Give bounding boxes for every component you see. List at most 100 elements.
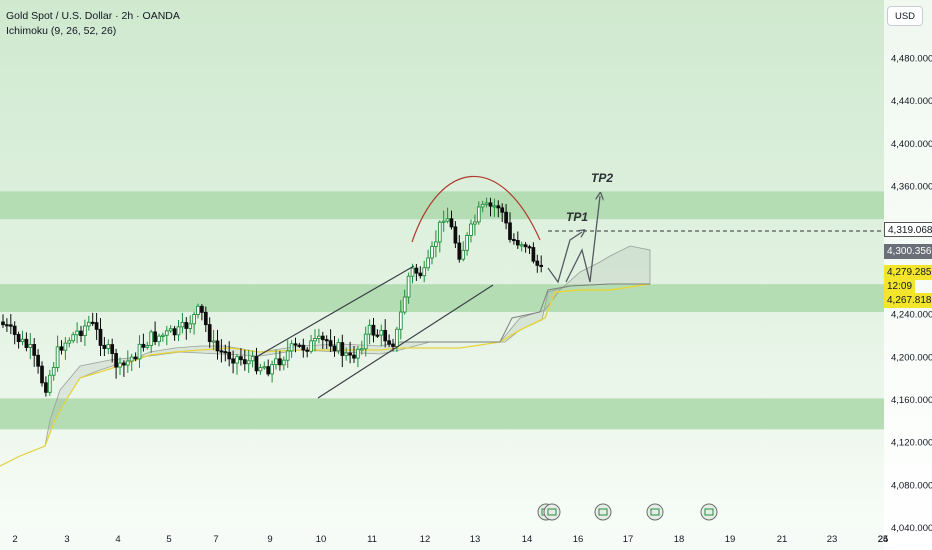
calendar-event-icon[interactable]	[594, 503, 612, 521]
calendar-event-icon[interactable]	[646, 503, 664, 521]
candle-body	[496, 205, 501, 209]
indicator-legend[interactable]: Ichimoku (9, 26, 52, 26)	[6, 25, 117, 37]
candle-body	[500, 207, 505, 213]
candle-body	[145, 345, 150, 348]
price-zone[interactable]	[0, 284, 884, 312]
candle-body	[122, 362, 126, 366]
cloud-price-label: 4,300.356	[884, 244, 932, 259]
candle-body	[106, 344, 111, 349]
candle-body	[153, 331, 157, 343]
candle-body	[114, 353, 118, 368]
tp1-arrow[interactable]	[547, 232, 582, 284]
candle-body	[86, 321, 91, 327]
time-tick-label: 5	[166, 534, 171, 545]
candle-body	[250, 356, 255, 362]
price-tick-label: 4,160.000	[891, 395, 932, 406]
candle-body	[348, 352, 352, 356]
candle-body	[180, 322, 185, 328]
candle-body	[125, 360, 130, 366]
candle-body	[200, 305, 204, 313]
last-price-label: 4,279.285	[884, 265, 932, 280]
time-tick-label: 3	[64, 534, 69, 545]
candle-body	[363, 333, 368, 350]
candle-body	[67, 340, 72, 344]
candle-body	[332, 345, 337, 352]
time-axis[interactable]	[0, 528, 884, 550]
candle-body	[118, 362, 122, 368]
candle-body	[414, 267, 419, 274]
candle-body	[324, 339, 329, 342]
price-zone[interactable]	[0, 398, 884, 430]
candle-body	[391, 343, 395, 347]
currency-button[interactable]: USD	[887, 6, 923, 26]
candle-body	[235, 356, 239, 364]
candle-body	[137, 343, 142, 360]
symbol-legend[interactable]: Gold Spot / U.S. Dollar · 2h · OANDA	[6, 10, 180, 22]
tp2-label: TP2	[591, 171, 613, 185]
candle-body	[207, 324, 212, 343]
candle-body	[449, 218, 454, 228]
candle-body	[211, 340, 216, 343]
candle-body	[110, 344, 115, 354]
candle-body	[196, 305, 200, 315]
time-tick-label: 4	[115, 534, 120, 545]
candle-body	[59, 346, 64, 351]
price-tick-label: 4,080.000	[891, 480, 932, 491]
channel-lower-line[interactable]	[317, 284, 494, 399]
price-tick-label: 4,240.000	[891, 310, 932, 321]
candle-body	[274, 358, 278, 366]
candle-body	[176, 326, 181, 336]
candle-body	[437, 221, 442, 243]
price-zone[interactable]	[0, 191, 884, 220]
rounded-top-arc[interactable]	[411, 175, 541, 243]
time-tick-label: 16	[573, 534, 584, 545]
candle-body	[258, 367, 263, 372]
candle-body	[36, 354, 40, 367]
candle-body	[184, 322, 189, 329]
candle-body	[359, 348, 364, 351]
candle-body	[90, 321, 95, 324]
candle-body	[523, 244, 528, 248]
tp2-arrow[interactable]	[565, 196, 600, 283]
candle-body	[430, 246, 434, 259]
candle-body	[293, 343, 298, 346]
candle-body	[278, 358, 282, 366]
candle-body	[16, 334, 21, 343]
candle-body	[434, 241, 438, 247]
tp1-label: TP1	[566, 210, 588, 224]
candle-body	[469, 223, 473, 236]
candle-body	[12, 325, 17, 335]
candle-body	[270, 364, 274, 375]
candle-body	[352, 354, 356, 359]
candle-body	[281, 359, 286, 366]
candle-body	[488, 202, 493, 207]
candle-body	[32, 344, 37, 356]
candle-body	[172, 328, 177, 336]
candle-body	[473, 221, 477, 225]
calendar-event-glyph	[598, 508, 608, 516]
candle-body	[383, 329, 388, 342]
candle-body	[102, 344, 107, 349]
candle-body	[531, 247, 536, 262]
calendar-event-icon[interactable]	[543, 503, 561, 521]
candle-body	[168, 328, 173, 332]
time-tick-label: 24	[878, 534, 889, 545]
candle-body	[492, 205, 497, 208]
candle-body	[44, 382, 48, 393]
channel-upper-line[interactable]	[257, 265, 415, 357]
candle-body	[515, 240, 520, 246]
candle-body	[387, 340, 391, 345]
candle-body	[336, 342, 341, 352]
calendar-event-icon[interactable]	[700, 503, 718, 521]
candle-body	[519, 244, 524, 247]
time-tick-label: 7	[213, 534, 218, 545]
time-tick-label: 19	[725, 534, 736, 545]
candle-body	[83, 325, 87, 337]
candle-body	[422, 267, 427, 277]
time-tick-label: 14	[522, 534, 533, 545]
candle-body	[98, 328, 103, 346]
candle-body	[484, 202, 489, 205]
ichimoku-cloud[interactable]	[0, 245, 651, 467]
